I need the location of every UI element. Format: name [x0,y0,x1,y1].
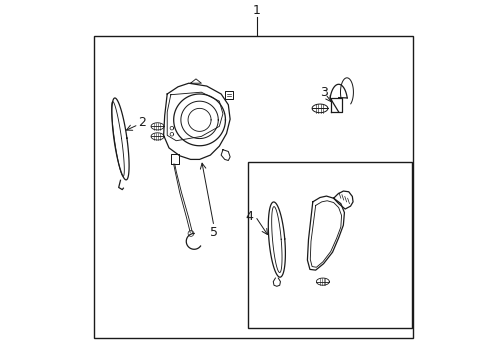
Bar [247,162,411,328]
Text: 1: 1 [253,4,261,17]
Text: 2: 2 [138,116,146,129]
Text: 3: 3 [319,86,327,99]
Bar [93,36,413,338]
Text: 4: 4 [245,210,253,223]
Text: 5: 5 [209,226,218,239]
